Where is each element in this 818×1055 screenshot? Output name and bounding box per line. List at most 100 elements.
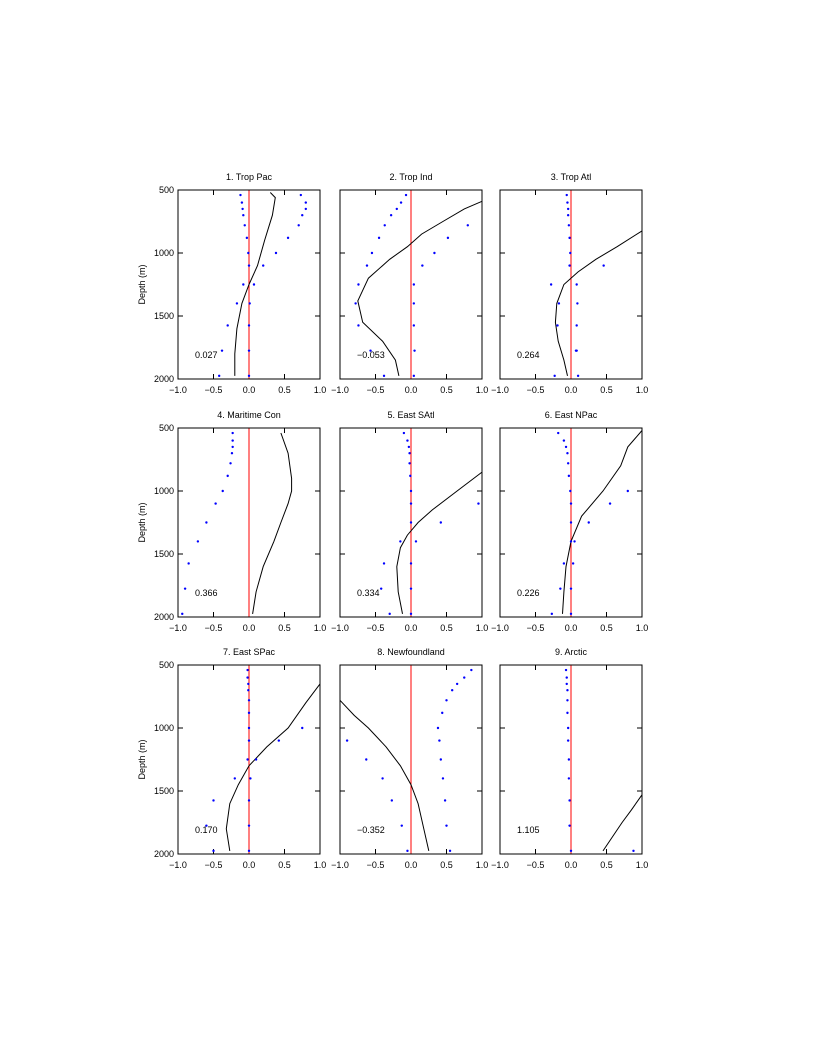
y-tick-label: 1500 xyxy=(154,786,174,796)
x-tick-label: −1.0 xyxy=(169,385,187,395)
profile-dot xyxy=(242,214,245,217)
profile-dot xyxy=(286,236,290,240)
profile-dot xyxy=(566,214,570,217)
profile-dot xyxy=(421,264,424,267)
profile-dot xyxy=(569,587,573,590)
x-tick-label: 0.5 xyxy=(440,623,453,633)
profile-dot xyxy=(602,264,605,267)
profile-dot xyxy=(564,445,568,449)
profile-dot xyxy=(220,349,224,352)
plot-frame xyxy=(499,427,643,618)
profile-dot xyxy=(439,521,443,524)
profile-dot xyxy=(239,193,242,197)
profile-dot xyxy=(568,799,571,802)
profile-dot xyxy=(389,214,393,217)
x-tick-label: −0.5 xyxy=(527,623,545,633)
y-tick-label: 1500 xyxy=(154,549,174,559)
profile-dot xyxy=(409,521,413,524)
annotation: −0.352 xyxy=(357,825,385,835)
profile-dot xyxy=(221,489,224,493)
profile-dot xyxy=(556,324,559,327)
plot-frame xyxy=(339,189,483,380)
y-tick-label: 1000 xyxy=(154,486,174,496)
annotation: −0.053 xyxy=(357,350,385,360)
profile-dot xyxy=(214,502,217,505)
y-axis-label: Depth (m) xyxy=(137,264,147,304)
x-tick-label: 1.0 xyxy=(314,860,327,870)
profile-dot xyxy=(569,612,573,616)
profile-dot xyxy=(395,207,398,211)
panel-title: 9. Arctic xyxy=(555,647,588,657)
y-tick-label: 500 xyxy=(159,660,174,670)
profile-dot xyxy=(575,349,578,352)
profile-dot xyxy=(571,562,575,565)
profile-dot xyxy=(413,349,416,352)
profile-dot xyxy=(446,236,450,240)
profile-dot xyxy=(576,374,580,378)
x-tick-label: 1.0 xyxy=(636,860,649,870)
profile-dot xyxy=(559,587,562,590)
x-tick-label: 0.0 xyxy=(243,623,256,633)
profile-dot xyxy=(412,302,416,305)
plot-frame xyxy=(177,664,321,855)
plot-frame xyxy=(499,189,643,380)
profile-dot xyxy=(390,799,394,802)
profile-dot xyxy=(357,324,360,327)
x-tick-label: −0.5 xyxy=(367,623,385,633)
profile-dot xyxy=(564,668,568,672)
profile-dot xyxy=(399,201,403,204)
profile-dot xyxy=(567,474,571,478)
profile-dot xyxy=(247,374,251,378)
profile-dot xyxy=(412,374,416,378)
x-tick-label: −0.5 xyxy=(367,385,385,395)
profile-dot xyxy=(357,283,360,286)
profile-dot xyxy=(568,236,571,240)
profile-dot xyxy=(235,302,239,305)
profile-dot xyxy=(247,682,250,686)
x-tick-label: 1.0 xyxy=(314,385,327,395)
profile-dot xyxy=(247,726,251,730)
x-tick-label: 1.0 xyxy=(314,623,327,633)
profile-dot xyxy=(576,302,579,305)
annotation: 0.170 xyxy=(195,825,218,835)
plot-frame xyxy=(339,664,483,855)
profile-dot xyxy=(247,264,251,267)
x-tick-label: 0.5 xyxy=(440,385,453,395)
panel-title: 1. Trop Pac xyxy=(226,172,273,182)
profile-line xyxy=(234,192,276,376)
profile-dot xyxy=(566,689,569,692)
profile-dot xyxy=(412,324,416,327)
profile-dot xyxy=(212,799,215,802)
profile-dot xyxy=(354,302,357,305)
panel-title: 4. Maritime Con xyxy=(217,410,281,420)
profile-dot xyxy=(443,799,447,802)
profile-dot xyxy=(414,540,418,543)
profile-dot xyxy=(575,324,578,327)
profile-dot xyxy=(562,562,566,565)
profile-dot xyxy=(455,682,459,686)
profile-dot xyxy=(445,824,448,827)
profile-dot xyxy=(274,251,278,255)
x-tick-label: −0.5 xyxy=(205,623,223,633)
profile-dot xyxy=(441,711,444,715)
profile-dot xyxy=(383,224,386,227)
profile-dot xyxy=(382,562,386,565)
profile-dot xyxy=(438,739,441,742)
plot-frame xyxy=(177,189,321,380)
profile-dot xyxy=(183,587,187,590)
profile-dot xyxy=(248,302,251,305)
x-tick-label: −1.0 xyxy=(331,860,349,870)
annotation: 1.105 xyxy=(517,825,540,835)
x-tick-label: −0.5 xyxy=(205,860,223,870)
panel-title: 8. Newfoundland xyxy=(377,647,445,657)
x-tick-label: 0.5 xyxy=(440,860,453,870)
profile-dot xyxy=(243,224,246,227)
profile-dot xyxy=(549,283,553,286)
profile-dot xyxy=(205,521,208,524)
profile-dot xyxy=(277,739,281,742)
profile-dot xyxy=(566,452,569,455)
profile-dot xyxy=(565,676,568,679)
panel-title: 6. East NPac xyxy=(545,410,598,420)
plot-frame xyxy=(177,427,321,618)
